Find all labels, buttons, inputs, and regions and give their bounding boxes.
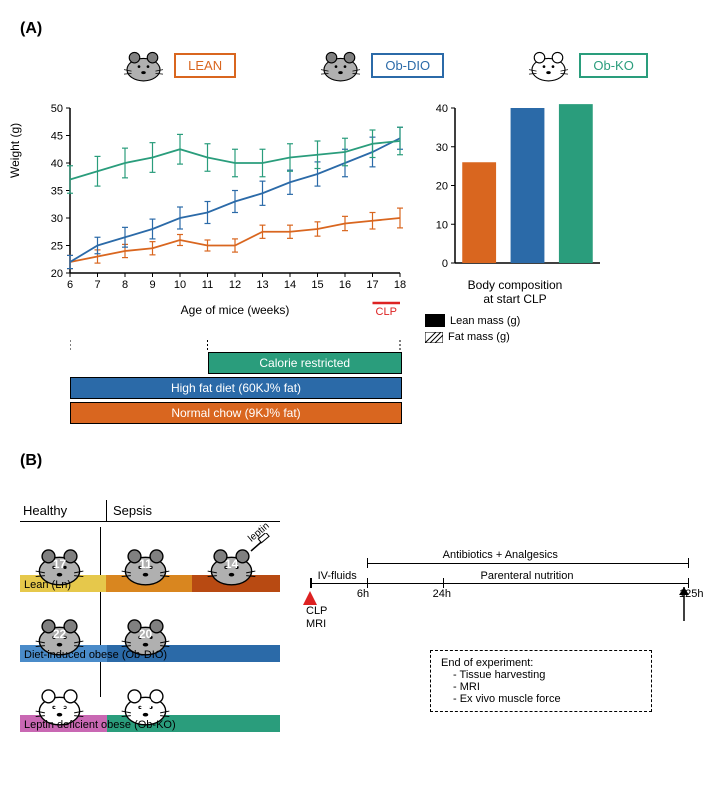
diet-bar: High fat diet (60KJ% fat) — [70, 377, 402, 399]
diet-bar: Calorie restricted — [208, 352, 403, 374]
svg-text:17: 17 — [366, 279, 378, 291]
mouse-icon — [526, 48, 571, 83]
svg-text:13: 13 — [256, 279, 268, 291]
bar-legend-label: Fat mass (g) — [448, 331, 510, 343]
svg-text:30: 30 — [436, 142, 448, 154]
mouse-n: 22 — [53, 627, 66, 641]
group-name: Leptin deficient obese (Ob-KO) — [24, 719, 176, 731]
legend-item: Ob-KO — [526, 48, 647, 83]
svg-text:40: 40 — [51, 158, 63, 170]
header-healthy: Healthy — [20, 500, 106, 521]
timeline-start-mri: MRI — [306, 618, 326, 630]
end-box-item: - Tissue harvesting — [441, 669, 641, 681]
svg-text:10: 10 — [174, 279, 186, 291]
mouse-icon: 11 — [118, 545, 173, 592]
group-row: 12 14 Leptin deficient obese (Ob-KO) — [20, 667, 280, 732]
svg-text:CLP: CLP — [376, 306, 397, 317]
timeline-tick: 6h — [357, 588, 369, 600]
bar-legend-item: Fat mass (g) — [425, 331, 605, 343]
svg-text:7: 7 — [94, 279, 100, 291]
legend-label: Ob-KO — [579, 53, 647, 78]
svg-text:9: 9 — [149, 279, 155, 291]
timeline-pn-label: Parenteral nutrition — [481, 570, 574, 582]
svg-text:45: 45 — [51, 131, 63, 143]
group-row: 17 11 14 leptin Lean (Ln) — [20, 527, 280, 592]
legend-item: Ob-DIO — [318, 48, 444, 83]
svg-text:10: 10 — [436, 219, 448, 231]
mouse-icon — [121, 48, 166, 83]
mouse-n: 20 — [139, 627, 152, 641]
mouse-n: 14 — [225, 557, 238, 571]
legend-label: Ob-DIO — [371, 53, 444, 78]
legend-item: LEAN — [121, 48, 236, 83]
svg-text:12: 12 — [229, 279, 241, 291]
svg-text:14: 14 — [284, 279, 296, 291]
line-chart: Weight (g) 20253035404550678910111213141… — [20, 98, 410, 427]
svg-text:0: 0 — [442, 258, 448, 270]
legend-row: LEAN Ob-DIO Ob-KO — [20, 48, 689, 83]
group-name: Diet-induced obese (Ob-DIO) — [24, 649, 167, 661]
bar-legend-label: Lean mass (g) — [450, 315, 520, 327]
svg-text:40: 40 — [436, 103, 448, 115]
panel-b: Healthy Sepsis 17 11 — [20, 500, 689, 732]
svg-text:25: 25 — [51, 241, 63, 253]
svg-text:35: 35 — [51, 186, 63, 198]
end-box-title: End of experiment: — [441, 657, 641, 669]
panel-b-label: (B) — [20, 452, 689, 470]
mouse-n: 12 — [53, 697, 66, 711]
mouse-n: 11 — [139, 557, 152, 571]
mouse-n: 14 — [139, 697, 152, 711]
group-row: 22 20 Diet-induced obese (Ob-DIO) — [20, 597, 280, 662]
svg-text:20: 20 — [436, 181, 448, 193]
svg-text:50: 50 — [51, 103, 63, 115]
timeline-tick: 24h — [433, 588, 451, 600]
panel-a-label: (A) — [20, 20, 689, 38]
diet-bar: Normal chow (9KJ% fat) — [70, 402, 402, 424]
timeline: Antibiotics + AnalgesicsIV-fluidsParente… — [310, 555, 689, 635]
mouse-icon: 14 leptin — [204, 545, 259, 592]
group-header: Healthy Sepsis — [20, 500, 280, 522]
header-sepsis: Sepsis — [106, 500, 280, 521]
end-of-experiment-box: End of experiment: - Tissue harvesting- … — [430, 650, 652, 712]
svg-text:30: 30 — [51, 213, 63, 225]
svg-text:6: 6 — [67, 279, 73, 291]
svg-text:16: 16 — [339, 279, 351, 291]
bar-chart-title: Body composition at start CLP — [425, 278, 605, 306]
bar-chart: 010203040 Body composition at start CLP … — [425, 98, 605, 343]
end-box-item: - MRI — [441, 681, 641, 693]
panel-a: LEAN Ob-DIO Ob-KO Weight (g) 20253035404… — [20, 48, 689, 427]
group-name: Lean (Ln) — [24, 579, 71, 591]
mouse-n: 17 — [53, 557, 66, 571]
svg-text:11: 11 — [202, 279, 213, 291]
svg-text:15: 15 — [311, 279, 323, 291]
end-box-item: - Ex vivo muscle force — [441, 693, 641, 705]
timeline-start-clp: CLP — [306, 605, 327, 617]
bar-chart-legend: Lean mass (g) Fat mass (g) — [425, 314, 605, 343]
svg-text:20: 20 — [51, 268, 63, 280]
bar-legend-item: Lean mass (g) — [425, 314, 605, 327]
timeline-column: Antibiotics + Analgesics IV-fluids Parente… — [310, 500, 689, 732]
mouse-icon — [318, 48, 363, 83]
svg-text:18: 18 — [394, 279, 406, 291]
timeline-top-label: Antibiotics + Analgesics — [443, 549, 558, 561]
groups-column: Healthy Sepsis 17 11 — [20, 500, 280, 732]
line-chart-ylabel: Weight (g) — [8, 123, 22, 178]
timeline-iv-label: IV-fluids — [318, 570, 357, 582]
diet-bars: Calorie restricted High fat diet (60KJ% f… — [70, 340, 410, 424]
legend-label: LEAN — [174, 53, 236, 78]
svg-text:8: 8 — [122, 279, 128, 291]
